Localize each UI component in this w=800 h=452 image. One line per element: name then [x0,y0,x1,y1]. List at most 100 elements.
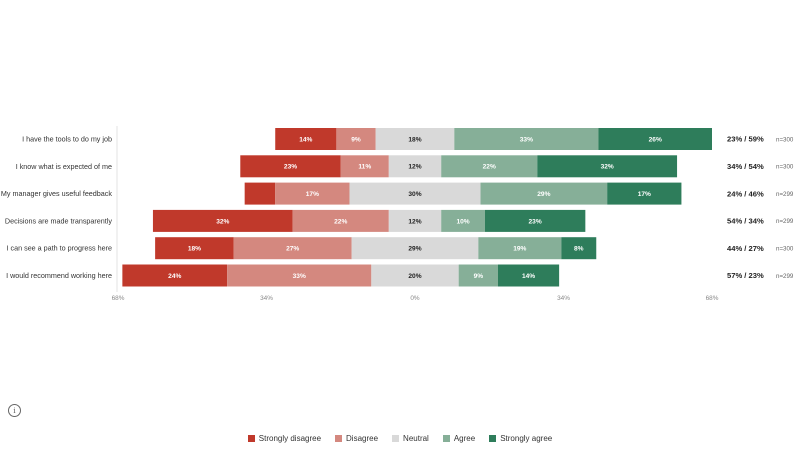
bar-segment [441,155,538,178]
bar-segment [561,237,597,260]
n-label: n=299 [776,218,794,225]
data-label: 18% [408,136,421,143]
bar-segment [340,155,389,178]
data-label: 32% [216,218,229,225]
category-label: Decisions are made transparently [5,216,112,225]
legend-swatch [247,435,255,442]
data-label: 32% [601,164,614,171]
data-label: 33% [520,136,533,143]
bar-segment [484,209,586,232]
data-label: 22% [334,218,347,225]
summary-label: 23% / 59% [727,135,764,144]
data-label: 23% [529,218,542,225]
bar-segment [227,264,372,287]
bar-segment [233,237,352,260]
data-label: 29% [537,191,550,198]
n-label: n=299 [776,273,794,280]
bar-segment [275,128,337,150]
category-label: I know what is expected of me [16,162,112,171]
bar-segment [122,264,228,287]
legend-swatch [335,435,343,442]
legend-label: Strongly disagree [258,434,322,443]
legend-label: Disagree [346,434,379,443]
legend: Strongly disagree Disagree Neutral Agree Str… [0,434,800,443]
data-label: 23% [284,164,297,171]
bar-segment [607,182,682,205]
bar-segment [375,128,455,150]
legend-item[interactable]: Agree [442,434,476,443]
data-label: 17% [638,191,651,198]
data-label: 8% [574,246,584,253]
legend-label: Neutral [403,434,429,443]
bar-segment [480,182,608,205]
n-label: n=300 [776,246,794,253]
category-label: My manager gives useful feedback [1,189,112,198]
bar-segment [454,128,599,150]
data-label: 12% [408,164,421,171]
summary-label: 57% / 23% [727,271,764,280]
legend-item[interactable]: Neutral [392,434,429,443]
data-label: 24% [168,273,181,280]
summary-label: 54% / 34% [727,217,764,226]
summary-label: 44% / 27% [727,244,764,253]
bar-segment [275,182,350,205]
tick-label: 0% [410,295,420,302]
data-label: 20% [408,273,421,280]
tick-label: 68% [706,295,719,302]
bar-segment [351,237,479,260]
summary-label: 24% / 46% [727,189,764,198]
legend-label: Strongly agree [500,434,553,443]
data-label: 33% [293,273,306,280]
legend-item[interactable]: Strongly disagree [247,434,322,443]
data-label: 14% [522,273,535,280]
legend-swatch [442,435,450,442]
tick-label: 34% [557,295,570,302]
bar-segment [497,264,560,287]
bar-segment [441,209,485,232]
data-label: 22% [483,164,496,171]
data-label: 30% [408,191,421,198]
bar-segment [388,155,442,178]
bar-segment [371,264,459,287]
bar-segment [458,264,498,287]
info-icon[interactable]: i [8,404,21,417]
bar-segment [152,209,293,232]
data-label: 18% [188,246,201,253]
data-label: 9% [351,136,361,143]
data-label: 10% [456,218,469,225]
bar-segment [240,155,341,178]
bar-segment [155,237,234,260]
data-label: 29% [408,246,421,253]
data-label: 27% [286,246,299,253]
category-label: I have the tools to do my job [22,135,112,144]
n-label: n=300 [776,164,794,171]
category-label: I can see a path to progress here [7,244,112,253]
legend-label: Agree [453,434,476,443]
bar-segment [244,182,276,205]
bar-segment [349,182,481,205]
legend-swatch [392,435,400,442]
n-label: n=300 [776,136,794,143]
data-label: 14% [299,136,312,143]
category-label: I would recommend working here [6,271,112,280]
bar-segment [598,128,712,150]
summary-label: 34% / 54% [727,162,764,171]
data-label: 12% [408,218,421,225]
legend-item[interactable]: Disagree [335,434,378,443]
tick-label: 34% [260,295,273,302]
bar-segment [336,128,376,150]
data-label: 17% [306,191,319,198]
data-label: 19% [513,246,526,253]
bar-segment [537,155,678,178]
bar-segment [292,209,389,232]
data-label: 26% [649,136,662,143]
legend-item[interactable]: Strongly agree [489,434,552,443]
tick-label: 68% [112,295,125,302]
legend-swatch [489,435,497,442]
n-label: n=299 [776,191,794,198]
bar-segment [478,237,562,260]
bar-segment [388,209,442,232]
data-label: 9% [474,273,484,280]
data-label: 11% [358,164,371,171]
